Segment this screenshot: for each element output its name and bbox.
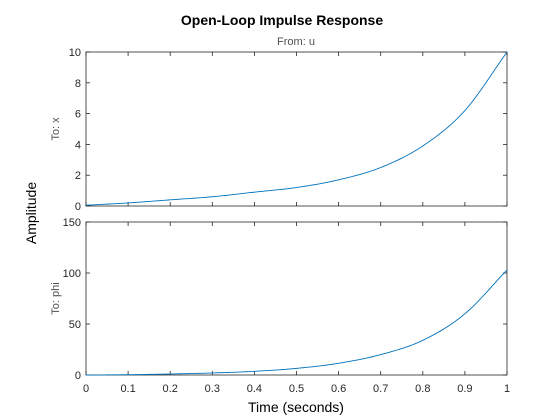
panel-2-y-tick-label: 150 [63, 217, 81, 229]
x-tick-label: 0.7 [373, 383, 388, 395]
x-tick-label: 0.8 [415, 383, 430, 395]
panel-2: 0 50 100 150 0 0.1 0.2 0.3 0.4 0.5 0.6 0.7 0.8 0.9 1 To… [50, 217, 510, 395]
panel-1-y-tick-label: 2 [75, 170, 81, 182]
panel-1-axes-box [85, 51, 508, 207]
x-tick-label: 0.9 [457, 383, 472, 395]
panel-1-y-tick-label: 10 [69, 47, 81, 59]
x-axis-label: Time (seconds) [248, 399, 344, 415]
panel-2-y-tick-label: 50 [69, 319, 81, 331]
panel-2-axes-box [85, 221, 508, 376]
panel-2-output-label: To: phi [50, 282, 62, 314]
panel-1: 0 2 4 6 8 10 To: x [50, 47, 508, 213]
input-channel-label: From: u [277, 36, 315, 48]
plot-panels: 0 2 4 6 8 10 To: x 0 50 100 150 0 0.1 0.2 0.3 0.4 0.5 0.6… [50, 47, 510, 395]
x-tick-label: 0.6 [331, 383, 346, 395]
x-tick-label: 1 [504, 383, 510, 395]
panel-2-y-tick-label: 100 [63, 268, 81, 280]
chart-title: Open-Loop Impulse Response [181, 12, 383, 28]
x-tick-label: 0.2 [163, 383, 178, 395]
x-tick-label: 0.1 [120, 383, 135, 395]
panel-1-y-tick-label: 6 [75, 109, 81, 121]
panel-1-y-tick-label: 0 [75, 201, 81, 213]
panel-2-response-line [85, 269, 508, 376]
x-tick-label: 0.4 [247, 383, 262, 395]
panel-2-y-tick-label: 0 [75, 370, 81, 382]
panel-1-output-label: To: x [50, 117, 62, 141]
panel-1-response-line [85, 51, 508, 206]
y-axis-label: Amplitude [23, 182, 39, 244]
panel-1-y-tick-label: 8 [75, 78, 81, 90]
x-tick-label: 0.3 [205, 383, 220, 395]
panel-1-y-tick-label: 4 [75, 139, 81, 151]
x-tick-label: 0.5 [289, 383, 304, 395]
x-tick-label: 0 [83, 383, 89, 395]
